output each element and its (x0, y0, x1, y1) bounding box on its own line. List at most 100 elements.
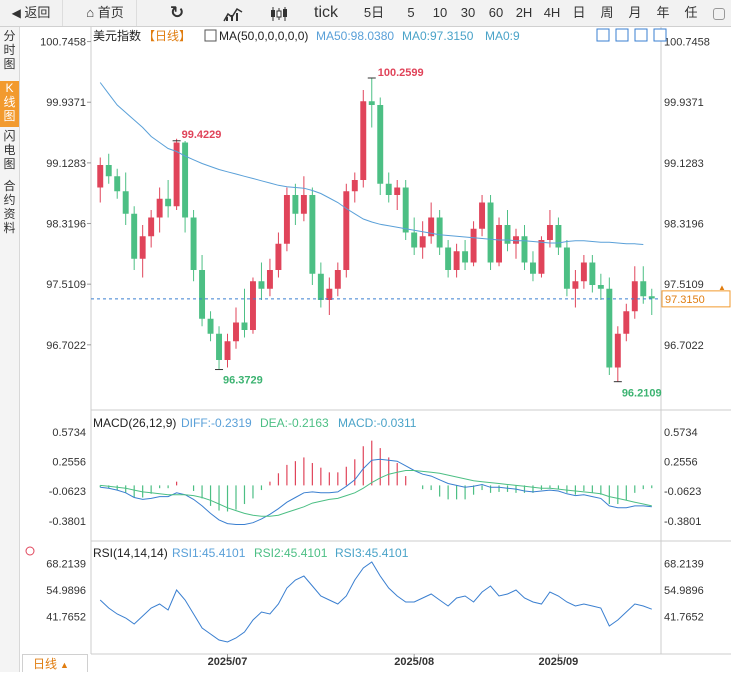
x-tick-label-2: 2025/09 (539, 656, 579, 668)
candle-body-27 (326, 288, 333, 300)
candle-body-57 (580, 262, 587, 282)
macd-legend-diff: DIFF:-0.2319 (181, 416, 252, 430)
x-tick-label-1: 2025/08 (394, 656, 434, 668)
candle-body-37 (411, 232, 418, 248)
candle-body-58 (589, 262, 596, 285)
back-arrow-icon: ◀ (11, 6, 21, 20)
candle-body-53 (546, 225, 553, 240)
macd-tick-right-0: 0.5734 (664, 427, 698, 439)
period-任[interactable]: 任 (684, 5, 698, 20)
y-tick-label-left-5: 96.7022 (46, 340, 86, 352)
back-button[interactable]: ◀ 返回 (0, 0, 63, 26)
period-10[interactable]: 10 (432, 5, 448, 20)
rsi-tick-left-0: 68.2139 (46, 559, 86, 571)
main-legend-ma-spec: MA(50,0,0,0,0,0) (219, 29, 308, 43)
candle-body-36 (402, 187, 409, 233)
candle-body-45 (479, 202, 486, 229)
macd-legend-spec: MACD(26,12,9) (93, 416, 176, 430)
annotation-low-right: 96.2109 (622, 388, 662, 400)
macd-diff-line (100, 458, 652, 525)
candle-body-41 (445, 247, 452, 270)
bottom-tab-label: 日线 (33, 657, 58, 671)
macd-legend-dea: DEA:-0.2163 (260, 416, 329, 430)
candle-body-18 (250, 281, 256, 330)
candle-body-33 (377, 105, 384, 184)
rsi-line (99, 561, 652, 643)
y-tick-label-right-1: 99.9371 (664, 97, 704, 109)
sidebar-tab-2[interactable]: 闪电图 (3, 129, 16, 171)
main-legend-period: 【日线】 (143, 29, 191, 43)
candlestick-icon (271, 6, 287, 21)
candle-body-43 (462, 251, 469, 263)
y-tick-label-right-0: 100.7458 (664, 37, 710, 49)
candle-body-60 (606, 288, 613, 368)
rsi-tick-right-0: 68.2139 (664, 559, 704, 571)
candle-body-50 (521, 236, 528, 263)
candle-body-16 (233, 322, 239, 342)
period-周[interactable]: 周 (600, 5, 614, 20)
candle-body-4 (131, 213, 138, 259)
macd-tick-left-3: -0.3801 (49, 516, 86, 528)
candle-body-38 (419, 236, 426, 248)
macd-dea-line (100, 470, 652, 517)
candle-body-17 (241, 322, 248, 330)
rsi-legend-spec: RSI(14,14,14) (93, 546, 168, 560)
period-5日[interactable]: 5日 (363, 5, 385, 20)
candle-body-21 (275, 243, 282, 270)
indicator-button[interactable] (218, 0, 248, 26)
sidebar-tab-0[interactable]: 分时图 (3, 29, 16, 71)
macd-tick-right-1: 0.2556 (664, 457, 698, 469)
period-5[interactable]: 5 (407, 5, 415, 20)
candle-body-49 (513, 236, 519, 244)
candle-body-35 (394, 187, 401, 195)
period-年[interactable]: 年 (656, 5, 670, 20)
candle-body-0 (97, 165, 104, 188)
home-label: 首页 (97, 5, 124, 20)
candle-body-9 (173, 142, 180, 207)
refresh-button[interactable]: ↻ (162, 0, 192, 26)
y-tick-label-left-1: 99.9371 (46, 97, 86, 109)
candle-body-24 (300, 195, 307, 214)
macd-legend-macd: MACD:-0.0311 (338, 416, 417, 430)
sidebar-tab-3[interactable]: 合约资料 (3, 179, 16, 235)
candle-body-59 (597, 285, 604, 289)
candle-body-64 (640, 281, 647, 297)
candle-body-30 (351, 180, 358, 192)
period-60[interactable]: 60 (488, 5, 504, 20)
pane-collapse-icon[interactable] (615, 28, 629, 42)
y-tick-label-left-2: 99.1283 (46, 158, 86, 170)
annotation-low-left: 96.3729 (223, 375, 263, 387)
period-tick[interactable]: tick (314, 4, 338, 21)
rsi-legend-rsi1: RSI1:45.4101 (172, 546, 246, 560)
current-price-box (661, 290, 731, 308)
period-日[interactable]: 日 (572, 5, 586, 20)
main-legend-ma0b: MA0:9 (485, 29, 520, 43)
home-button[interactable]: ⌂ 首页 (74, 0, 137, 26)
pane-maximize-icon[interactable] (634, 28, 648, 42)
rsi-legend-rsi3: RSI3:45.4101 (335, 546, 409, 560)
more-icon[interactable] (706, 0, 731, 26)
candle-body-11 (190, 217, 197, 270)
rsi-tick-left-1: 54.9896 (46, 585, 86, 597)
candle-body-25 (309, 195, 316, 274)
period-2H[interactable]: 2H (515, 5, 533, 20)
pane-expand-icon[interactable] (596, 28, 610, 42)
candle-body-13 (207, 318, 214, 334)
period-30[interactable]: 30 (460, 5, 476, 20)
pane-close-icon[interactable] (653, 28, 667, 42)
candle-body-3 (122, 191, 129, 214)
candle-type-button[interactable] (264, 0, 294, 26)
candle-body-40 (436, 217, 443, 248)
y-tick-label-left-3: 98.3196 (46, 219, 86, 231)
caret-up-icon: ▲ (60, 660, 69, 670)
period-4H[interactable]: 4H (543, 5, 561, 20)
rsi-tick-right-2: 41.7652 (664, 611, 704, 623)
bottom-tab-daily[interactable]: 日线 ▲ (22, 654, 88, 672)
macd-tick-left-2: -0.0623 (49, 486, 86, 498)
candle-body-1 (105, 165, 112, 177)
period-月[interactable]: 月 (628, 5, 642, 20)
candle-body-12 (199, 270, 206, 319)
candle-body-55 (563, 247, 570, 289)
